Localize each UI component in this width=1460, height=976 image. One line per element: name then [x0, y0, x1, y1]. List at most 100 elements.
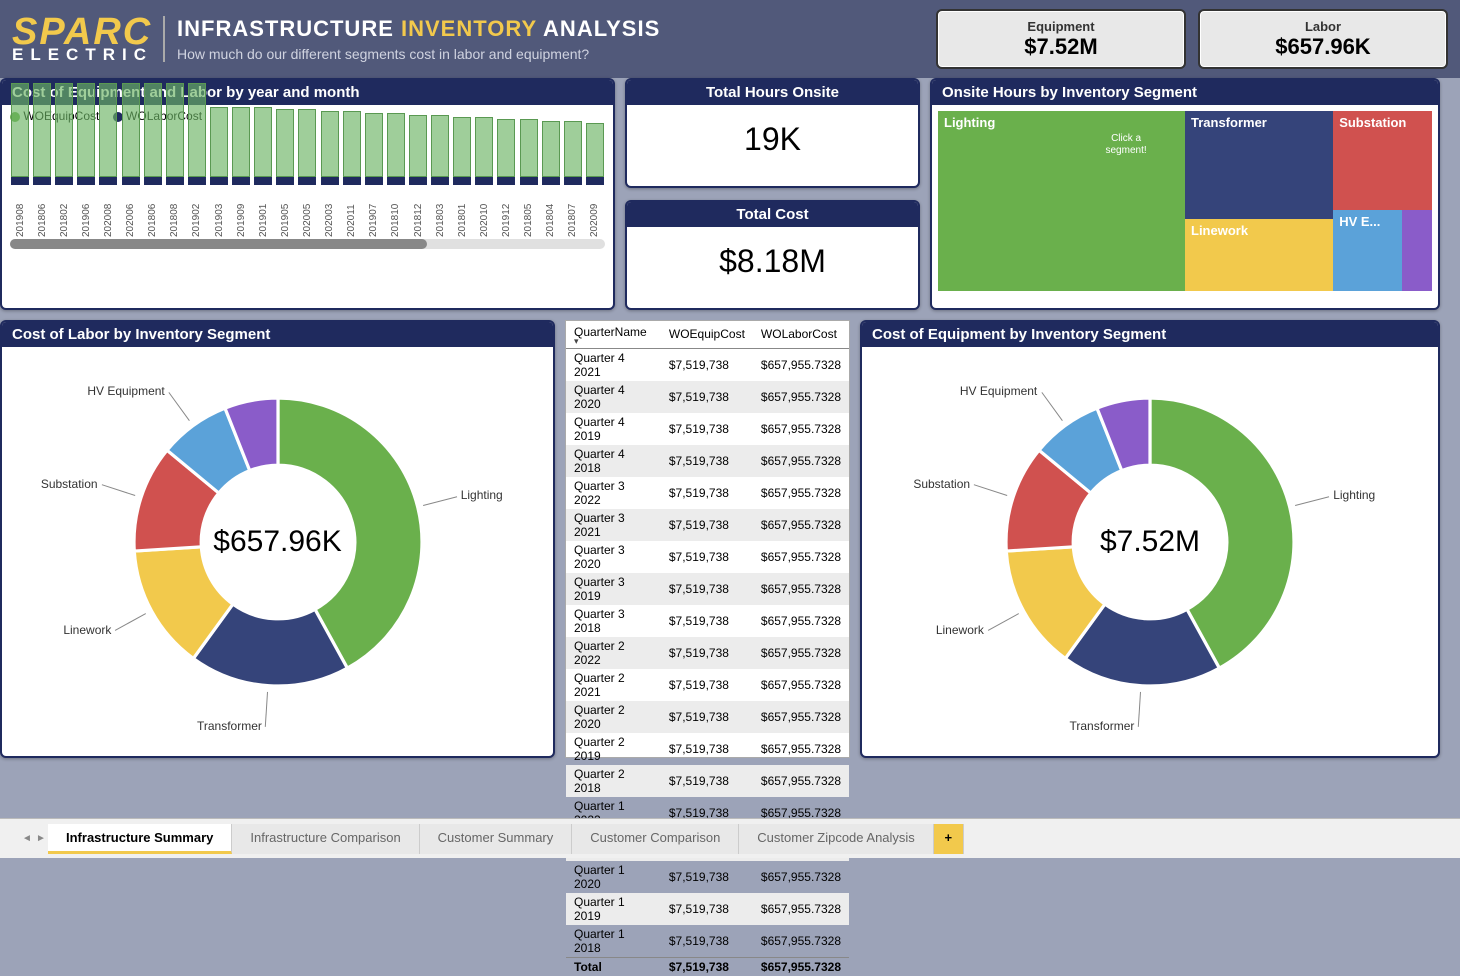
treemap-panel[interactable]: Onsite Hours by Inventory Segment Lighti… [930, 78, 1440, 310]
bar-column[interactable]: 201810 [386, 113, 406, 237]
bar-column[interactable]: 201812 [408, 115, 428, 237]
treemap-cell[interactable]: Transformer [1185, 111, 1333, 219]
bar-column[interactable]: 201806 [32, 83, 52, 237]
bar-column[interactable]: 201903 [209, 107, 229, 237]
donut-equip-panel[interactable]: Cost of Equipment by Inventory Segment $… [860, 320, 1440, 758]
table-header[interactable]: QuarterName▾ [566, 321, 661, 348]
bar-column[interactable]: 201805 [519, 119, 539, 237]
bar-column[interactable]: 201806 [143, 83, 163, 237]
table-row[interactable]: Quarter 3 2018$7,519,738$657,955.7328 [566, 605, 849, 637]
bar-column[interactable]: 201802 [54, 83, 74, 237]
table-row[interactable]: Quarter 3 2019$7,519,738$657,955.7328 [566, 573, 849, 605]
bar-column[interactable]: 201908 [10, 83, 30, 237]
bar-column[interactable]: 201907 [364, 113, 384, 237]
donut-equip[interactable]: $7.52M Lighting Transformer Linework Substa… [862, 347, 1438, 737]
table-row[interactable]: Quarter 2 2021$7,519,738$657,955.7328 [566, 669, 849, 701]
treemap-cell[interactable]: Substation [1333, 111, 1432, 210]
tab-bar: ◄ ► Infrastructure SummaryInfrastructure… [0, 818, 1460, 858]
table-header[interactable]: WOEquipCost [661, 321, 753, 348]
table-row[interactable]: Quarter 2 2018$7,519,738$657,955.7328 [566, 765, 849, 797]
title-block: INFRASTRUCTURE INVENTORY ANALYSIS How mu… [177, 16, 924, 62]
bar-column[interactable]: 201901 [253, 107, 273, 237]
tab[interactable]: Infrastructure Comparison [232, 824, 419, 854]
treemap-body[interactable]: LightingTransformerLineworkSubstationHV … [938, 111, 1432, 291]
bar-column[interactable]: 202011 [342, 111, 362, 237]
table-header[interactable]: WOLaborCost [753, 321, 849, 348]
donut-label: Substation [884, 477, 970, 491]
donut-label: Transformer [1048, 719, 1134, 733]
table-total-row: Total$7,519,738$657,955.7328 [566, 957, 849, 976]
kpi-labor-value: $657.96K [1275, 34, 1370, 60]
scroll-thumb[interactable] [10, 239, 427, 249]
table-row[interactable]: Quarter 3 2021$7,519,738$657,955.7328 [566, 509, 849, 541]
donut-labor-panel[interactable]: Cost of Labor by Inventory Segment $657.… [0, 320, 555, 758]
table-row[interactable]: Quarter 2 2019$7,519,738$657,955.7328 [566, 733, 849, 765]
bar-column[interactable]: 202006 [121, 83, 141, 237]
logo: SPARC ELECTRIC [12, 16, 165, 63]
donut-label: Substation [12, 477, 98, 491]
barchart-panel[interactable]: Cost of Equipment and Labor by year and … [0, 78, 615, 310]
tab-prev-icon[interactable]: ◄ [20, 827, 34, 851]
tab[interactable]: Customer Comparison [572, 824, 739, 854]
donut-label: Lighting [1333, 488, 1419, 502]
tab-add-button[interactable]: + [934, 824, 964, 854]
bar-column[interactable]: 201905 [275, 109, 295, 237]
tab[interactable]: Customer Zipcode Analysis [739, 824, 934, 854]
bar-column[interactable]: 201807 [563, 121, 583, 237]
barchart-scroll[interactable] [10, 239, 605, 249]
bar-column[interactable]: 202009 [585, 123, 605, 237]
stat-hours-panel[interactable]: Total Hours Onsite 19K [625, 78, 920, 188]
table-row[interactable]: Quarter 2 2022$7,519,738$657,955.7328 [566, 637, 849, 669]
bar-column[interactable]: 201801 [452, 117, 472, 237]
stat-hours-value: 19K [627, 105, 918, 174]
bar-column[interactable]: 201804 [541, 121, 561, 237]
table-row[interactable]: Quarter 4 2018$7,519,738$657,955.7328 [566, 445, 849, 477]
kpi-equipment-value: $7.52M [1024, 34, 1097, 60]
donut-equip-title: Cost of Equipment by Inventory Segment [862, 322, 1438, 347]
donut-equip-center: $7.52M [1100, 525, 1200, 559]
barchart-area[interactable]: 2019082018062018022019062020082020062018… [2, 127, 613, 237]
tab[interactable]: Customer Summary [420, 824, 573, 854]
table-row[interactable]: Quarter 4 2019$7,519,738$657,955.7328 [566, 413, 849, 445]
treemap-cell[interactable]: HV E... [1333, 210, 1402, 291]
donut-label: HV Equipment [79, 384, 165, 398]
table-row[interactable]: Quarter 2 2020$7,519,738$657,955.7328 [566, 701, 849, 733]
donut-label: Linework [25, 623, 111, 637]
bar-column[interactable]: 201902 [187, 83, 207, 237]
table-row[interactable]: Quarter 4 2021$7,519,738$657,955.7328 [566, 348, 849, 381]
donut-label: HV Equipment [951, 384, 1037, 398]
bar-column[interactable]: 202005 [297, 109, 317, 237]
table-row[interactable]: Quarter 1 2019$7,519,738$657,955.7328 [566, 893, 849, 925]
kpi-equipment-label: Equipment [1027, 19, 1094, 34]
table-row[interactable]: Quarter 3 2022$7,519,738$657,955.7328 [566, 477, 849, 509]
table-row[interactable]: Quarter 1 2020$7,519,738$657,955.7328 [566, 861, 849, 893]
page-subtitle: How much do our different segments cost … [177, 46, 924, 62]
tab[interactable]: Infrastructure Summary [48, 824, 232, 854]
bar-column[interactable]: 201912 [496, 119, 516, 237]
page-title: INFRASTRUCTURE INVENTORY ANALYSIS [177, 16, 924, 42]
treemap-cell[interactable]: Linework [1185, 219, 1333, 291]
kpi-equipment[interactable]: Equipment $7.52M [936, 9, 1186, 69]
bar-column[interactable]: 201906 [76, 83, 96, 237]
donut-label: Linework [898, 623, 984, 637]
kpi-labor[interactable]: Labor $657.96K [1198, 9, 1448, 69]
bar-column[interactable]: 201803 [430, 115, 450, 237]
donut-label: Transformer [176, 719, 262, 733]
table-row[interactable]: Quarter 1 2018$7,519,738$657,955.7328 [566, 925, 849, 958]
bar-column[interactable]: 202003 [320, 111, 340, 237]
treemap-cell[interactable] [1402, 210, 1432, 291]
table-row[interactable]: Quarter 3 2020$7,519,738$657,955.7328 [566, 541, 849, 573]
bar-column[interactable]: 201808 [165, 83, 185, 237]
donut-labor-title: Cost of Labor by Inventory Segment [2, 322, 553, 347]
stat-cost-panel[interactable]: Total Cost $8.18M [625, 200, 920, 310]
stat-cost-title: Total Cost [627, 202, 918, 227]
stat-cost-value: $8.18M [627, 227, 918, 296]
bar-column[interactable]: 202008 [98, 83, 118, 237]
table-row[interactable]: Quarter 4 2020$7,519,738$657,955.7328 [566, 381, 849, 413]
quarter-table[interactable]: QuarterName▾WOEquipCostWOLaborCost Quart… [565, 320, 850, 758]
donut-labor[interactable]: $657.96K LightingTransformerLineworkSubs… [2, 347, 553, 737]
donut-label: Lighting [461, 488, 547, 502]
bar-column[interactable]: 201909 [231, 107, 251, 237]
tab-next-icon[interactable]: ► [34, 827, 48, 851]
bar-column[interactable]: 202010 [474, 117, 494, 237]
